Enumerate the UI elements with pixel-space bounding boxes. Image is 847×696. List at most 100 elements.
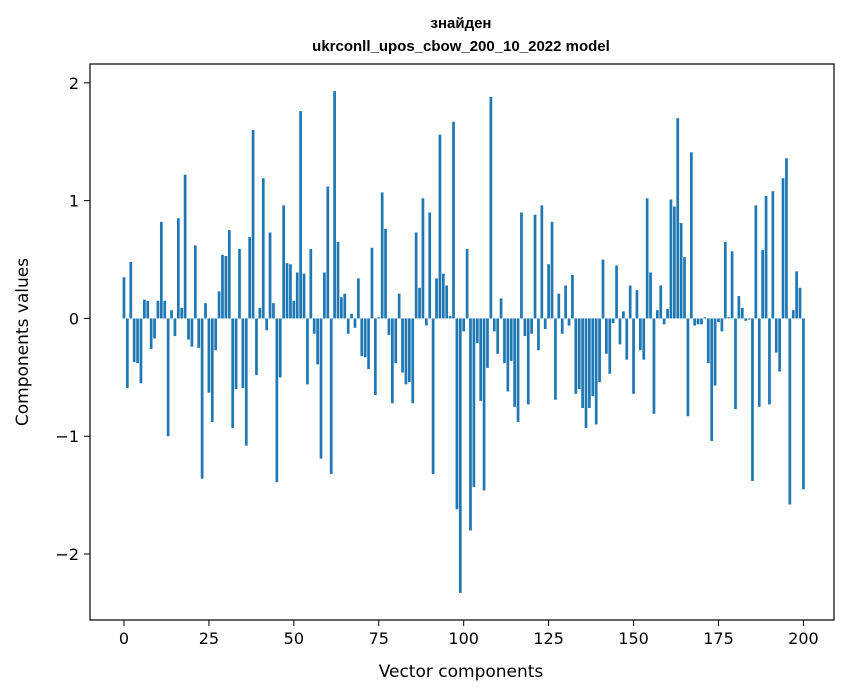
bar: [132, 318, 136, 363]
bar: [513, 318, 517, 407]
bar: [136, 318, 139, 364]
bar: [533, 214, 537, 319]
bar: [455, 318, 459, 510]
bar: [802, 318, 805, 490]
bar: [666, 309, 669, 319]
bar: [717, 318, 720, 322]
bar: [642, 318, 646, 360]
bar: [384, 228, 387, 319]
bar: [618, 318, 622, 345]
bar: [537, 318, 540, 351]
bar: [214, 318, 218, 351]
y-tick-label: 2: [69, 74, 79, 93]
y-tick-label: −1: [55, 427, 79, 446]
bar: [574, 318, 578, 394]
bar: [441, 273, 445, 319]
bar: [363, 318, 367, 358]
bar: [469, 318, 472, 531]
bar: [608, 318, 612, 374]
bar: [231, 318, 235, 428]
bar: [520, 212, 523, 319]
bar: [516, 318, 520, 423]
bar: [295, 272, 299, 319]
bar: [258, 307, 262, 319]
bar: [275, 318, 279, 483]
bar: [581, 318, 584, 408]
bars-group: [122, 91, 805, 593]
x-tick-label: 0: [119, 629, 129, 648]
bar: [200, 318, 204, 479]
bar: [438, 134, 442, 319]
x-tick-label: 175: [703, 629, 734, 648]
bar: [723, 241, 727, 319]
bar: [659, 285, 663, 319]
y-tick-label: 1: [69, 192, 79, 211]
bar: [557, 293, 561, 319]
bar: [319, 318, 323, 459]
bar: [462, 318, 466, 332]
bar: [370, 247, 374, 319]
bar: [655, 310, 659, 319]
x-tick-label: 75: [369, 629, 389, 648]
bar: [299, 111, 302, 319]
plot-frame: [89, 63, 835, 621]
bar: [309, 248, 313, 319]
bar: [496, 318, 500, 354]
bar: [221, 254, 224, 319]
bar: [166, 318, 170, 437]
bar: [197, 318, 201, 348]
bar: [149, 318, 153, 350]
bar: [244, 318, 248, 446]
bar: [754, 205, 758, 319]
bar: [611, 318, 615, 324]
bar: [306, 318, 309, 385]
bar: [689, 152, 693, 319]
bar: [445, 285, 449, 319]
bar: [499, 298, 503, 319]
x-axis-label: Vector components: [379, 662, 544, 682]
bar: [407, 318, 411, 383]
bar: [176, 218, 180, 319]
bar: [414, 232, 418, 319]
bar: [227, 230, 231, 319]
bar: [346, 318, 350, 334]
bar: [282, 205, 285, 319]
bar: [278, 318, 282, 378]
bar: [163, 300, 167, 319]
bar: [343, 293, 347, 319]
y-axis-label: Components values: [13, 258, 33, 426]
x-tick-label: 100: [448, 629, 479, 648]
bar: [139, 318, 143, 384]
bar: [747, 318, 751, 320]
bar: [411, 318, 415, 404]
y-tick-label: −2: [55, 545, 79, 564]
bar: [693, 318, 697, 326]
bar: [265, 318, 269, 331]
bar: [571, 274, 574, 319]
bar: [190, 318, 194, 347]
bar: [187, 318, 190, 340]
bar: [700, 318, 703, 325]
bar: [761, 250, 765, 319]
bar: [448, 316, 452, 319]
y-tick-label: 0: [69, 309, 79, 328]
bar: [170, 310, 173, 319]
bar: [768, 318, 771, 405]
bar: [679, 223, 683, 319]
bar: [289, 264, 292, 319]
bar: [598, 318, 601, 383]
bar: [530, 318, 533, 334]
bar: [238, 248, 241, 319]
bar: [686, 318, 690, 417]
bar: [577, 318, 581, 390]
bar: [737, 296, 741, 319]
bar: [367, 318, 370, 370]
bar: [360, 318, 364, 357]
bar: [380, 192, 384, 319]
bar: [757, 318, 761, 407]
bar: [418, 287, 421, 319]
y-ticks-group: −2 −1 0 1 2: [55, 74, 90, 564]
x-tick-label: 150: [618, 629, 649, 648]
bar: [652, 318, 656, 414]
